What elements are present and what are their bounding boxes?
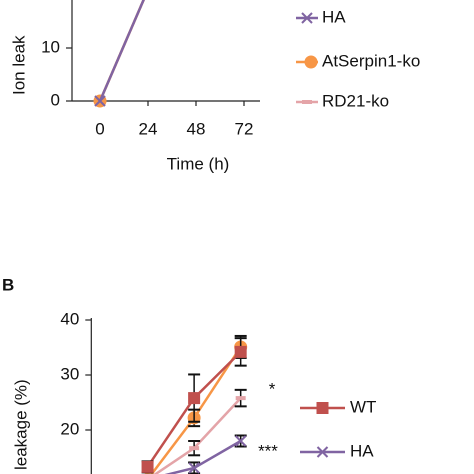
- series-line: [98, 0, 145, 102]
- significance: *: [269, 379, 276, 398]
- legend-label: WT: [350, 397, 376, 416]
- legend-label: HA: [322, 7, 346, 26]
- marker-stroke: [301, 12, 313, 24]
- y-tick-label: 0: [51, 90, 60, 109]
- y-tick-label: 40: [60, 309, 79, 328]
- y-tick-label: 20: [41, 0, 60, 3]
- marker: [94, 95, 106, 107]
- significance: ***: [258, 441, 278, 460]
- marker: [234, 345, 247, 358]
- marker-stroke: [316, 446, 329, 458]
- legend-label: AtSerpin1-ko: [322, 51, 420, 70]
- x-tick-label: 24: [139, 119, 158, 138]
- marker: [304, 55, 318, 69]
- x-tick-label: 48: [187, 119, 206, 138]
- marker: [188, 392, 201, 405]
- y-tick-label: 10: [41, 37, 60, 56]
- x-tick-label: 72: [235, 119, 254, 138]
- panel-label: B: [2, 275, 14, 294]
- y-axis-title: leakage (%): [11, 379, 30, 470]
- marker: [302, 100, 312, 104]
- y-tick-label: 20: [60, 419, 79, 438]
- x-axis-title: Time (h): [167, 154, 230, 173]
- marker: [188, 462, 200, 474]
- marker-stroke: [234, 435, 247, 447]
- marker: [235, 396, 246, 401]
- marker: [189, 446, 200, 451]
- marker: [301, 12, 313, 24]
- marker: [141, 460, 154, 473]
- legend-label: RD21-ko: [322, 91, 389, 110]
- marker: [234, 435, 247, 447]
- y-tick-label: 30: [60, 364, 79, 383]
- y-axis-title: Ion leak: [9, 35, 28, 95]
- marker: [316, 446, 329, 458]
- legend-label: HA: [350, 441, 374, 460]
- marker-stroke: [94, 95, 106, 107]
- marker: [316, 402, 329, 414]
- marker-stroke: [188, 462, 200, 474]
- x-tick-label: 0: [95, 119, 104, 138]
